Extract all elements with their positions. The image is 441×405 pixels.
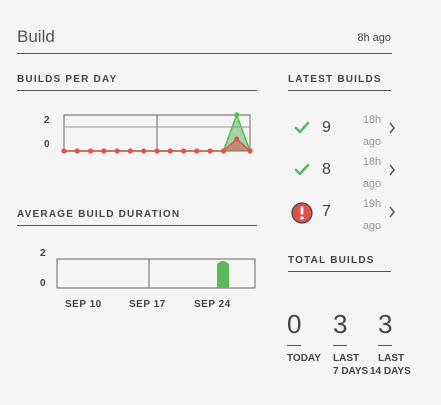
- bpd-series-1-point: [74, 148, 80, 154]
- total-today-label: TODAY: [287, 353, 321, 364]
- chevron-right-icon: [389, 122, 395, 134]
- latest-build-row-8[interactable]: 8 18h ago: [288, 152, 398, 192]
- build-number: 9: [322, 119, 331, 136]
- abd-y-tick-max: 2: [40, 248, 46, 259]
- chevron-right-icon: [389, 206, 395, 218]
- build-number: 7: [322, 203, 331, 220]
- build-number: 8: [322, 161, 331, 178]
- build-ago-unit: ago: [362, 178, 382, 190]
- build-ago-value: 18h: [362, 156, 382, 168]
- bpd-series-1-point: [220, 148, 227, 154]
- bpd-series-1-point: [154, 148, 160, 154]
- bpd-series-1-point: [167, 148, 173, 154]
- abd-duration-area: [217, 261, 229, 288]
- bpd-series-1-point: [247, 148, 253, 154]
- build-ago-value: 18h: [362, 114, 382, 126]
- total-7days-sublabel: 7 DAYS: [333, 366, 369, 377]
- bpd-series-1-point: [127, 148, 134, 154]
- header-divider: [17, 53, 392, 54]
- page-title: Build: [17, 27, 55, 46]
- abd-frame: [56, 258, 256, 289]
- builds-per-day-divider: [17, 90, 257, 91]
- bpd-series-1-point: [61, 148, 67, 154]
- bpd-series-1-point: [194, 148, 200, 154]
- latest-build-row-7[interactable]: 7 19h ago: [288, 194, 398, 234]
- abd-x-label-sep10: SEP 10: [65, 299, 102, 310]
- total-builds-heading: TOTAL BUILDS: [288, 255, 375, 266]
- chevron-right-icon: [389, 164, 395, 176]
- total-builds-divider: [288, 271, 391, 272]
- build-ago-unit: ago: [362, 136, 382, 148]
- success-check-icon: [294, 121, 310, 134]
- bpd-y-tick-min: 0: [44, 139, 50, 150]
- bpd-series-1-area: [64, 139, 250, 151]
- abd-y-tick-min: 0: [40, 278, 46, 289]
- bpd-series-1-point: [87, 148, 94, 154]
- bpd-series-1-point: [207, 148, 213, 154]
- builds-per-day-heading: BUILDS PER DAY: [17, 74, 118, 85]
- total-7days-label: LAST: [333, 353, 360, 364]
- builds-per-day-chart: [61, 112, 253, 154]
- bpd-series-1-point: [141, 148, 147, 154]
- latest-build-row-9[interactable]: 9 18h ago: [288, 110, 398, 150]
- latest-builds-heading: LATEST BUILDS: [288, 74, 382, 85]
- total-7days-underline: [333, 345, 347, 346]
- latest-builds-divider: [288, 90, 391, 91]
- bpd-series-1-point: [180, 148, 187, 154]
- bpd-y-tick-max: 2: [44, 115, 50, 126]
- bpd-series-0-point: [234, 112, 240, 118]
- bpd-series-1-point: [101, 148, 107, 154]
- error-alert-icon: [291, 202, 313, 224]
- bpd-series-1-point: [114, 148, 120, 154]
- avg-duration-heading: AVERAGE BUILD DURATION: [17, 209, 181, 220]
- total-14days-underline: [378, 345, 392, 346]
- total-today-value: 0: [287, 309, 302, 339]
- total-14days-sublabel: 14 DAYS: [370, 366, 411, 377]
- total-14days-label: LAST: [378, 353, 405, 364]
- total-14days-value: 3: [378, 309, 393, 339]
- bpd-series-1-point: [234, 136, 240, 142]
- avg-duration-chart: [56, 258, 256, 289]
- build-ago-value: 19h: [362, 198, 382, 210]
- abd-x-label-sep24: SEP 24: [194, 299, 231, 310]
- last-build-time: 8h ago: [357, 32, 391, 44]
- total-today-underline: [287, 345, 301, 346]
- success-check-icon: [294, 163, 310, 176]
- avg-duration-divider: [17, 225, 257, 226]
- build-ago-unit: ago: [362, 220, 382, 232]
- abd-x-label-sep17: SEP 17: [129, 299, 166, 310]
- total-7days-value: 3: [333, 309, 348, 339]
